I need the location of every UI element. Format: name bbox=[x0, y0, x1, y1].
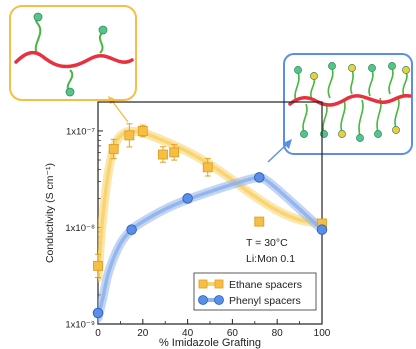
phenyl-inset-backbone bbox=[288, 94, 412, 107]
axes: 0 20 40 60 80 100 1x10⁻⁹ 1x10⁻⁸ 1x10⁻⁷ bbox=[65, 126, 330, 339]
sidechain-head bbox=[348, 64, 356, 72]
sidechain-head bbox=[300, 130, 308, 138]
ethane-connector bbox=[111, 100, 129, 123]
y-tick-label: 1x10⁻⁹ bbox=[65, 320, 95, 331]
ethane-inset bbox=[9, 5, 137, 101]
ratio-annotation: Li:Mon 0.1 bbox=[246, 253, 295, 265]
x-tick-label: 0 bbox=[95, 328, 101, 339]
ethane-data-point bbox=[108, 144, 119, 154]
x-axis-label: % Imidazole Grafting bbox=[159, 337, 261, 349]
sidechain-head bbox=[310, 72, 318, 80]
x-tick-label: 20 bbox=[137, 328, 149, 339]
legend-box bbox=[193, 272, 317, 311]
sidechain-head bbox=[65, 87, 75, 97]
sidechain-head bbox=[294, 66, 302, 74]
phenyl-connector-arrowhead bbox=[283, 139, 292, 149]
ethane-data-point bbox=[93, 260, 103, 271]
y-tick-label: 1x10⁻⁸ bbox=[65, 223, 95, 234]
phenyl-data-point bbox=[316, 224, 328, 235]
phenyl-data-point bbox=[254, 172, 265, 183]
phenyl-data-point bbox=[182, 193, 193, 204]
sidechain-head bbox=[98, 25, 108, 35]
sidechain-head bbox=[338, 130, 346, 138]
legend-phenyl-label: Phenyl spacers bbox=[229, 295, 301, 307]
y-tick-label: 1x10⁻⁷ bbox=[66, 126, 96, 137]
ethane-inset-backbone bbox=[14, 50, 134, 69]
x-tick-label: 80 bbox=[272, 328, 284, 339]
x-tick-label: 100 bbox=[314, 328, 331, 339]
x-tick-label: 60 bbox=[227, 328, 239, 339]
sidechain-head bbox=[388, 62, 396, 70]
x-tick-label: 40 bbox=[182, 328, 194, 339]
legend: Ethane spacers Phenyl spacers bbox=[193, 272, 317, 311]
ethane-data-point bbox=[254, 216, 265, 227]
ethane-inset-heads bbox=[33, 12, 108, 97]
sidechain-head bbox=[392, 126, 400, 134]
phenyl-data-point bbox=[126, 224, 137, 235]
phenyl-data-point bbox=[92, 307, 104, 319]
temperature-annotation: T = 30°C bbox=[246, 237, 288, 249]
data-markers bbox=[92, 126, 328, 319]
ethane-data-point bbox=[137, 126, 148, 136]
legend-ethane-symbol bbox=[198, 279, 224, 289]
legend-phenyl-symbol bbox=[198, 295, 224, 305]
phenyl-inset-heads bbox=[294, 62, 410, 142]
sidechain-head bbox=[356, 134, 364, 142]
phenyl-inset bbox=[283, 53, 413, 155]
ethane-data-point bbox=[158, 149, 168, 160]
sidechain-head bbox=[33, 12, 43, 22]
sidechain-head bbox=[402, 66, 410, 74]
legend-ethane-label: Ethane spacers bbox=[229, 279, 302, 291]
phenyl-connector bbox=[267, 143, 288, 163]
ethane-data-point bbox=[124, 130, 135, 141]
sidechain-head bbox=[368, 64, 376, 72]
y-axis-label: Conductivity (S cm⁻¹) bbox=[44, 163, 56, 263]
ethane-data-point bbox=[169, 147, 180, 158]
sidechain-head bbox=[328, 62, 336, 70]
ethane-data-point bbox=[202, 162, 213, 173]
sidechain-head bbox=[374, 130, 382, 138]
